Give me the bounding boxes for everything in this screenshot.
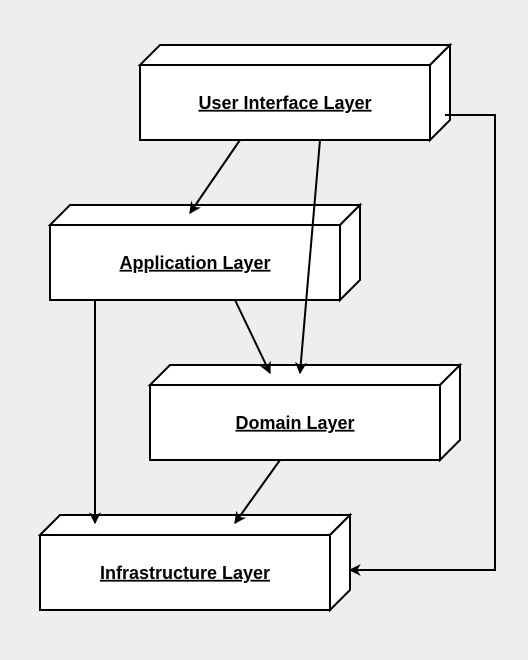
layer-box-dom: Domain Layer (150, 365, 460, 460)
layer-label-app: Application Layer (119, 253, 270, 273)
layer-label-ui: User Interface Layer (198, 93, 371, 113)
layer-label-dom: Domain Layer (235, 413, 354, 433)
diagram-canvas: User Interface Layer Application Layer Dom… (0, 0, 528, 660)
edge-dom-infra (235, 460, 280, 523)
edge-ui-app (190, 140, 240, 213)
edge-app-dom (235, 300, 270, 373)
layer-box-infra: Infrastructure Layer (40, 515, 350, 610)
edge-ui-infra (350, 115, 495, 570)
layer-label-infra: Infrastructure Layer (100, 563, 270, 583)
layered-architecture-diagram: User Interface Layer Application Layer Dom… (0, 0, 528, 660)
layer-box-ui: User Interface Layer (140, 45, 450, 140)
